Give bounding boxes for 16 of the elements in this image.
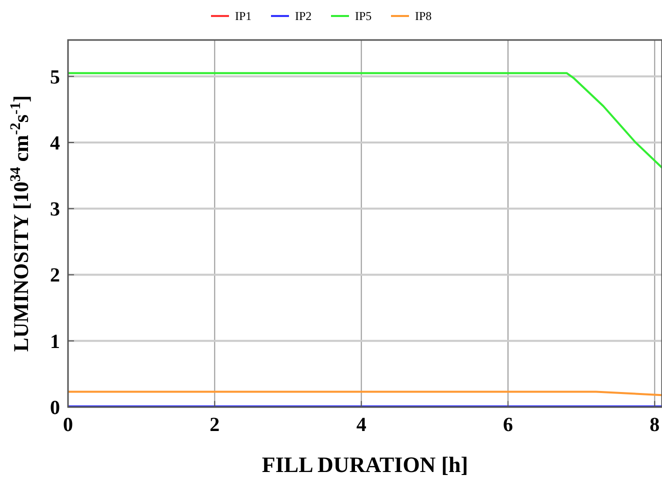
y-tick-label: 1 xyxy=(50,330,60,353)
legend-label: IP1 xyxy=(235,9,252,23)
line-series xyxy=(67,72,662,169)
x-tick-label: 4 xyxy=(356,414,366,436)
x-tick-label: 6 xyxy=(503,414,513,436)
x-axis-title: FILL DURATION [h] xyxy=(262,452,468,477)
legend-label: IP2 xyxy=(295,9,312,23)
y-tick-label: 4 xyxy=(50,132,60,154)
x-tick-label: 2 xyxy=(210,414,220,436)
legend-label: IP8 xyxy=(415,9,432,23)
x-tick-label: 8 xyxy=(650,414,660,436)
y-tick-label: 0 xyxy=(50,397,60,419)
y-tick-label: 5 xyxy=(50,66,60,88)
y-tick-label: 2 xyxy=(50,264,60,287)
legend-label: IP5 xyxy=(355,9,372,23)
y-tick-label: 3 xyxy=(50,198,60,221)
